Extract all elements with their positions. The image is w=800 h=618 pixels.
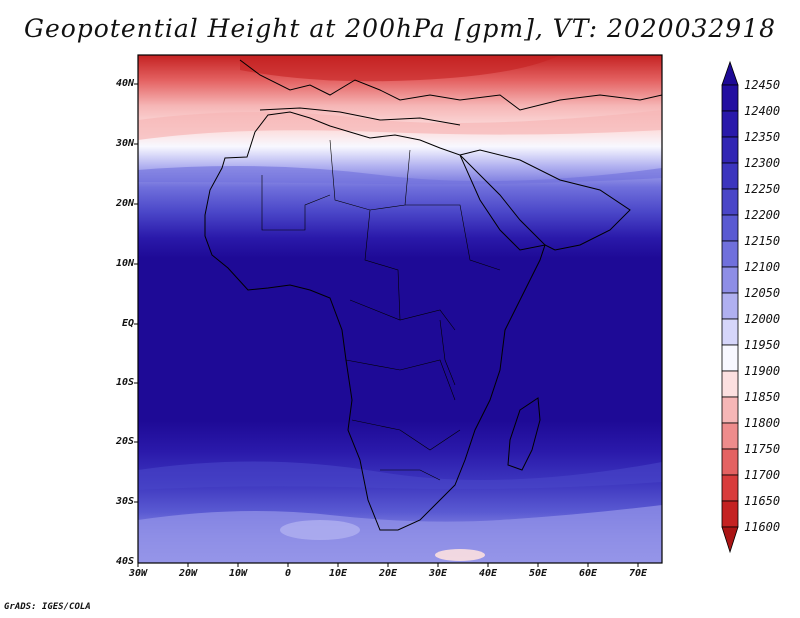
lat-label-20n: 20N: [115, 198, 134, 209]
lat-label-40s: 40S: [115, 556, 134, 567]
colorbar-label: 11750: [744, 442, 781, 456]
colorbar-label: 12050: [744, 286, 781, 300]
colorbar-label: 12200: [744, 208, 781, 222]
lon-label-60e: 60E: [578, 568, 598, 579]
coastlines: [204, 59, 663, 531]
lon-label-10w: 10W: [228, 568, 248, 579]
arabia-coastline: [459, 149, 631, 251]
map-title: Geopotential Height at 200hPa [gpm], VT:…: [23, 14, 777, 43]
colorbar-top-arrow: [721, 60, 739, 86]
country-borders: [261, 139, 501, 481]
colorbar-bottom-arrow: [721, 526, 739, 554]
colorbar-label: 11600: [744, 520, 781, 534]
lat-label-30n: 30N: [115, 138, 134, 149]
colorbar-label: 11650: [744, 494, 781, 508]
lat-label-10n: 10N: [115, 258, 134, 269]
lon-label-30e: 30E: [428, 568, 448, 579]
colorbar-label: 11900: [744, 364, 781, 378]
colorbar-label: 12400: [744, 104, 781, 118]
colorbar-label: 12150: [744, 234, 781, 248]
lat-label-10s: 10S: [115, 377, 134, 388]
geopotential-field: [138, 55, 662, 563]
lon-label-20w: 20W: [178, 568, 198, 579]
lat-label-40n: 40N: [115, 78, 134, 89]
colorbar-label: 12100: [744, 260, 781, 274]
axis-ticks: [134, 83, 639, 567]
europe-coastline: [239, 59, 663, 111]
mediterranean-coastline: [259, 107, 461, 126]
colorbar-label: 11800: [744, 416, 781, 430]
colorbar-label: 12350: [744, 130, 781, 144]
colorbar-label: 11950: [744, 338, 781, 352]
lon-label-40e: 40E: [478, 568, 498, 579]
africa-coastline: [204, 111, 546, 531]
lon-label-10e: 10E: [328, 568, 348, 579]
lon-label-20e: 20E: [378, 568, 398, 579]
colorbar-label: 11700: [744, 468, 781, 482]
lat-label-30s: 30S: [115, 496, 134, 507]
lon-label-30w: 30W: [128, 568, 148, 579]
colorbar: [721, 60, 739, 554]
madagascar-coastline: [507, 397, 541, 471]
map-frame: [137, 54, 663, 564]
colorbar-label: 12300: [744, 156, 781, 170]
lat-label-20s: 20S: [115, 436, 134, 447]
colorbar-label: 12450: [744, 78, 781, 92]
colorbar-label: 12250: [744, 182, 781, 196]
lon-label-50e: 50E: [528, 568, 548, 579]
lon-label-0: 0: [284, 568, 292, 579]
colorbar-label: 12000: [744, 312, 781, 326]
colorbar-label: 11850: [744, 390, 781, 404]
lat-label-eq: EQ: [121, 318, 134, 329]
lon-label-70e: 70E: [628, 568, 648, 579]
grads-credit: GrADS: IGES/COLA: [4, 602, 91, 612]
